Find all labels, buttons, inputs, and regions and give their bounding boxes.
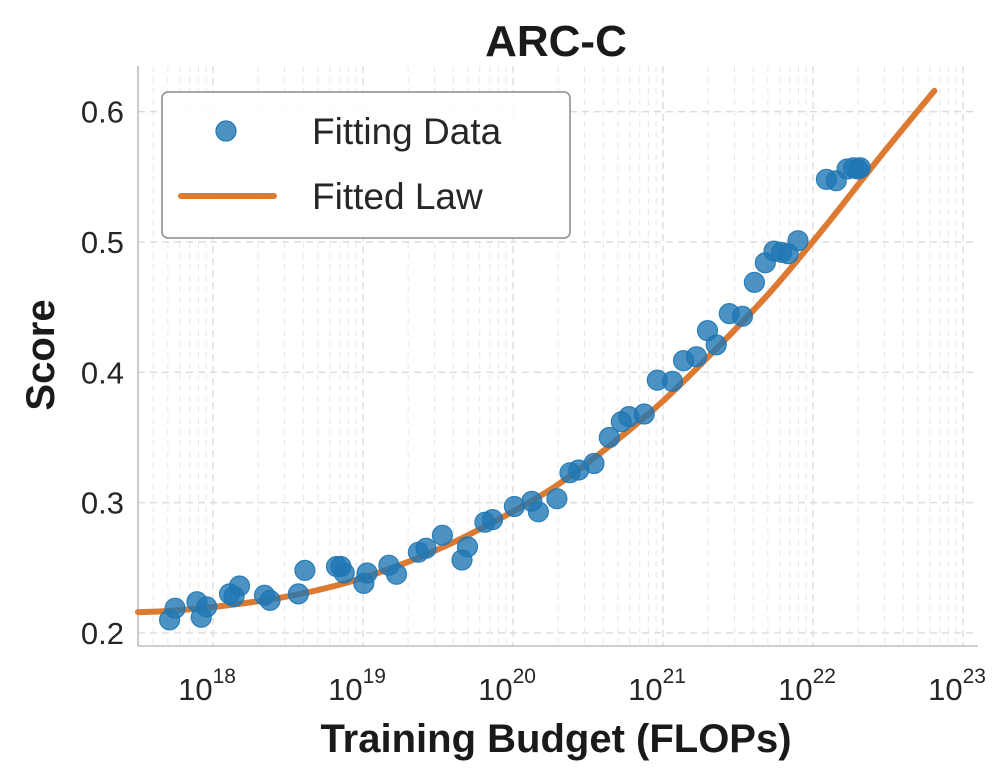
data-point — [705, 334, 727, 356]
axes-spines — [137, 66, 978, 647]
x-axis-label: Training Budget (FLOPs) — [320, 717, 791, 761]
y-tick-label: 0.6 — [81, 95, 124, 130]
data-point — [685, 346, 708, 368]
x-tick-label: 1022 — [778, 665, 836, 707]
y-tick-labels: 0.2 0.3 0.4 0.5 0.6 — [81, 95, 124, 651]
legend-marker-icon — [215, 120, 237, 142]
data-point — [481, 508, 504, 531]
data-point — [228, 575, 251, 597]
grid — [138, 66, 978, 646]
data-point — [546, 488, 568, 510]
data-point — [583, 452, 605, 475]
x-tick-label: 1023 — [928, 665, 986, 707]
legend-frame — [161, 91, 571, 239]
x-tick-label: 1021 — [628, 665, 686, 707]
data-point — [415, 537, 437, 559]
y-tick-label: 0.2 — [81, 616, 124, 651]
data-point — [849, 157, 871, 179]
data-point — [598, 426, 620, 449]
data-point — [456, 536, 479, 558]
y-tick-label: 0.5 — [81, 225, 124, 260]
y-tick-label: 0.4 — [81, 355, 124, 390]
x-tick-label: 1018 — [178, 665, 236, 707]
data-point — [661, 370, 684, 392]
data-point — [356, 562, 378, 584]
fitting-data-layer — [159, 157, 871, 631]
data-point — [527, 501, 550, 523]
y-axis-label: Score — [19, 299, 63, 410]
data-point — [743, 271, 766, 293]
data-point — [731, 305, 754, 327]
data-point — [787, 230, 809, 252]
data-point — [333, 562, 355, 584]
legend-label-fitting-data: Fitting Data — [312, 111, 502, 152]
x-tick-label: 1019 — [328, 665, 386, 707]
y-tick-label: 0.3 — [81, 486, 124, 521]
data-point — [196, 596, 218, 618]
legend: Fitting Data Fitted Law — [161, 91, 571, 239]
chart-title: ARC-C — [485, 17, 627, 66]
data-point — [259, 589, 281, 612]
data-point — [294, 559, 316, 582]
data-point — [385, 563, 408, 585]
data-point — [164, 597, 186, 619]
data-point — [431, 524, 453, 546]
data-point — [287, 583, 309, 605]
data-point — [633, 403, 655, 425]
x-tick-label: 1020 — [478, 665, 536, 707]
legend-label-fitted-law: Fitted Law — [312, 176, 483, 217]
x-tick-labels: 1018 1019 1020 1021 1022 1023 — [178, 665, 986, 707]
